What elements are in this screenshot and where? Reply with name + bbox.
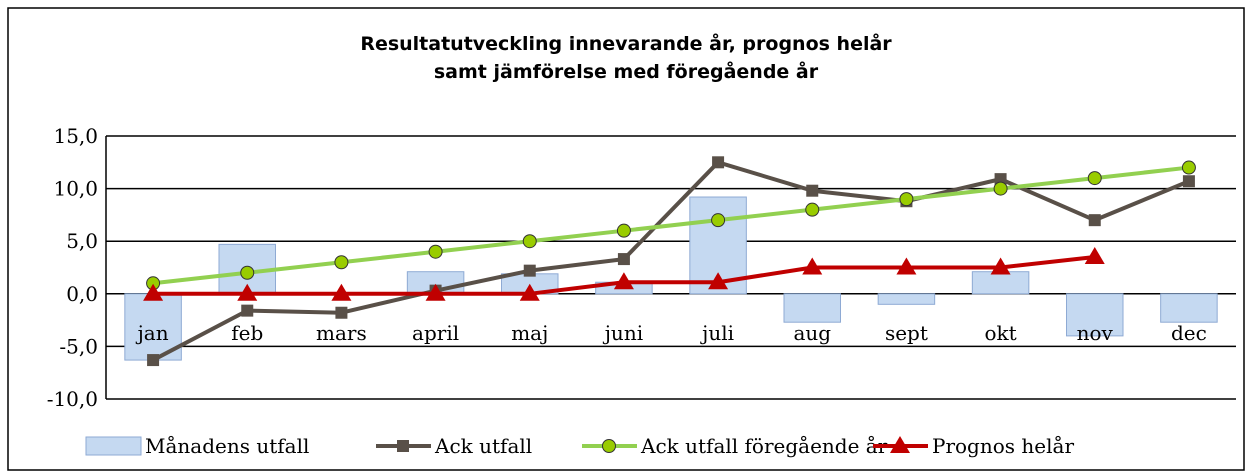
- marker: [523, 264, 536, 277]
- bar: [971, 271, 1030, 295]
- marker: [993, 181, 1008, 196]
- marker: [896, 257, 917, 275]
- bar: [1160, 293, 1218, 323]
- x-tick-label: juli: [700, 321, 734, 345]
- marker: [1181, 160, 1196, 175]
- x-tick-label: april: [412, 321, 459, 345]
- marker: [805, 202, 820, 217]
- marker: [425, 283, 446, 301]
- marker: [990, 257, 1011, 275]
- y-tick-label: 10,0: [53, 177, 98, 201]
- marker: [522, 234, 537, 249]
- marker: [712, 156, 725, 169]
- marker: [240, 265, 255, 280]
- chart-border: [7, 7, 1245, 471]
- x-tick-label: feb: [231, 321, 263, 345]
- marker: [241, 304, 254, 317]
- line: [152, 165, 1190, 286]
- marker: [1088, 214, 1101, 227]
- chart-title: Resultatutveckling innevarande år, progn…: [360, 31, 892, 55]
- marker: [147, 354, 160, 367]
- marker: [613, 272, 634, 290]
- legend-marker: [602, 439, 616, 453]
- legend-swatch: [85, 436, 142, 456]
- legend-marker: [890, 436, 910, 453]
- marker: [899, 192, 914, 207]
- y-tick-label: 5,0: [66, 229, 98, 253]
- bar: [783, 293, 841, 323]
- chart-title: samt jämförelse med föregående år: [434, 59, 819, 83]
- legend-marker: [397, 440, 409, 452]
- marker: [806, 184, 819, 197]
- legend-label: Prognos helår: [932, 434, 1074, 458]
- legend-label: Månadens utfall: [145, 434, 309, 458]
- bar: [877, 293, 936, 305]
- x-tick-label: mars: [316, 321, 367, 345]
- marker: [237, 283, 258, 301]
- legend-label: Ack utfall föregående år: [640, 434, 888, 458]
- marker: [1084, 246, 1105, 264]
- marker: [802, 257, 823, 275]
- marker: [331, 283, 352, 301]
- x-tick-label: maj: [511, 321, 548, 345]
- marker: [994, 173, 1007, 186]
- x-tick-label: jan: [136, 321, 169, 345]
- marker: [334, 255, 349, 270]
- marker: [428, 244, 443, 259]
- marker: [616, 223, 631, 238]
- y-tick-label: 15,0: [53, 124, 98, 148]
- marker: [1087, 171, 1102, 186]
- x-tick-label: juni: [603, 321, 643, 345]
- marker: [143, 283, 164, 301]
- y-tick-label: -10,0: [47, 387, 98, 411]
- marker: [519, 283, 540, 301]
- x-tick-label: nov: [1077, 321, 1114, 345]
- y-tick-label: -5,0: [59, 334, 98, 358]
- marker: [617, 253, 630, 266]
- y-tick-label: 0,0: [66, 282, 98, 306]
- marker: [711, 213, 726, 228]
- bar: [1066, 293, 1124, 337]
- x-tick-label: aug: [793, 321, 831, 345]
- x-tick-label: sept: [885, 321, 928, 345]
- x-tick-label: okt: [984, 321, 1016, 345]
- legend-label: Ack utfall: [434, 434, 532, 458]
- marker: [335, 306, 348, 319]
- marker: [1182, 175, 1195, 188]
- marker: [708, 272, 729, 290]
- x-tick-label: dec: [1171, 321, 1207, 345]
